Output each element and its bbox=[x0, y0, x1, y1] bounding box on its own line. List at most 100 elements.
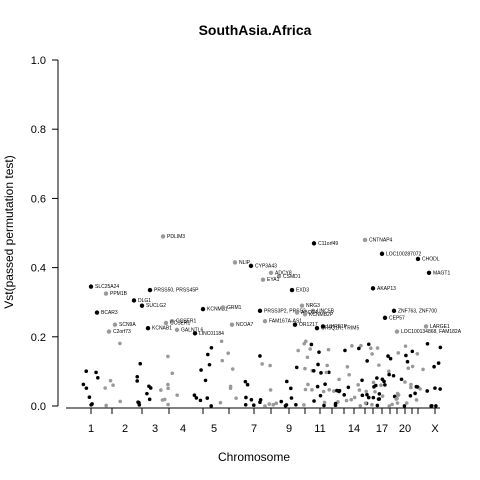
labeled-point bbox=[262, 319, 268, 324]
background-point bbox=[358, 403, 363, 408]
labeled-point bbox=[160, 234, 166, 239]
background-point bbox=[220, 358, 225, 363]
background-point bbox=[379, 383, 383, 387]
background-point bbox=[311, 368, 316, 373]
background-points bbox=[81, 339, 443, 408]
background-point bbox=[387, 372, 391, 377]
gene-label: ABCC4 bbox=[301, 310, 318, 316]
labeled-point bbox=[382, 315, 388, 320]
background-point bbox=[399, 377, 404, 382]
background-point bbox=[294, 402, 298, 407]
background-point bbox=[289, 386, 293, 391]
background-point bbox=[409, 385, 413, 390]
background-point bbox=[209, 404, 214, 408]
background-point bbox=[103, 386, 107, 390]
background-point bbox=[410, 349, 415, 354]
gene-label: CSMD1 bbox=[283, 274, 301, 280]
labeled-point bbox=[391, 308, 397, 314]
x-tick-label: 9 bbox=[286, 423, 292, 435]
background-point bbox=[438, 345, 443, 350]
background-point bbox=[166, 354, 170, 359]
background-point bbox=[135, 374, 140, 379]
labeled-point bbox=[362, 237, 368, 243]
x-tick-label: 2 bbox=[122, 423, 128, 435]
labeled-point bbox=[320, 324, 326, 329]
background-point bbox=[108, 378, 113, 383]
gene-label: DLG1 bbox=[138, 298, 151, 304]
gene-label: AKAP13 bbox=[377, 286, 396, 292]
gene-label: OR1217 bbox=[299, 322, 318, 328]
background-point bbox=[118, 341, 122, 346]
labeled-point bbox=[289, 287, 295, 293]
background-point bbox=[359, 343, 363, 348]
background-point bbox=[432, 364, 436, 369]
labeled-point bbox=[147, 287, 153, 293]
background-point bbox=[284, 379, 289, 384]
labeled-point bbox=[163, 320, 169, 326]
background-point bbox=[395, 396, 399, 401]
background-point bbox=[388, 356, 393, 361]
gene-label: NLIP bbox=[239, 260, 251, 266]
background-point bbox=[274, 401, 279, 406]
background-point bbox=[342, 393, 346, 397]
background-point bbox=[89, 403, 93, 407]
labeled-point bbox=[139, 303, 145, 308]
background-point bbox=[414, 398, 419, 402]
labeled-point bbox=[145, 325, 151, 331]
background-point bbox=[408, 393, 413, 398]
gene-label: PRSS3P2, PRSS2 bbox=[264, 308, 306, 314]
background-point bbox=[166, 382, 170, 387]
labeled-point bbox=[415, 256, 421, 262]
x-tick-label: 14 bbox=[348, 423, 360, 435]
background-point bbox=[303, 387, 308, 392]
labeled-point bbox=[423, 324, 429, 329]
background-point bbox=[360, 393, 365, 398]
gene-label: GRM1 bbox=[227, 305, 242, 311]
background-point bbox=[331, 389, 336, 393]
labeled-point bbox=[229, 322, 235, 327]
background-point bbox=[433, 386, 437, 390]
background-point bbox=[414, 384, 419, 389]
background-point bbox=[260, 362, 264, 366]
labeled-point bbox=[131, 298, 137, 303]
background-point bbox=[312, 399, 316, 403]
labeled-point bbox=[220, 305, 226, 310]
x-tick-label: 7 bbox=[251, 423, 257, 435]
labeled-point bbox=[248, 263, 254, 269]
background-point bbox=[166, 402, 170, 407]
background-point bbox=[159, 388, 163, 392]
background-point bbox=[350, 344, 354, 348]
background-point bbox=[375, 376, 379, 380]
gene-label: UNC5B bbox=[317, 308, 335, 314]
background-point bbox=[327, 370, 331, 375]
background-point bbox=[370, 402, 374, 407]
x-tick-label: 5 bbox=[211, 423, 217, 435]
y-tick-label: 0.8 bbox=[31, 124, 46, 136]
background-point bbox=[251, 403, 256, 407]
labeled-point bbox=[294, 310, 300, 315]
background-point bbox=[104, 403, 108, 408]
gene-label: PPM1B bbox=[110, 291, 128, 297]
gene-label: ADCY8 bbox=[275, 270, 292, 276]
labeled-point bbox=[426, 270, 432, 275]
background-point bbox=[135, 379, 139, 383]
labeled-point bbox=[174, 327, 180, 333]
labeled-point bbox=[299, 303, 305, 308]
background-point bbox=[294, 365, 299, 370]
gene-label: C2orf73 bbox=[113, 329, 131, 335]
labeled-point bbox=[112, 322, 118, 327]
labeled-point bbox=[379, 251, 385, 256]
background-point bbox=[357, 388, 362, 392]
background-point bbox=[315, 384, 320, 389]
background-point bbox=[337, 389, 341, 394]
gene-label: PRSS50, PRSS45P bbox=[154, 288, 199, 294]
background-point bbox=[316, 362, 320, 367]
labeled-point bbox=[88, 284, 94, 289]
background-point bbox=[402, 404, 407, 408]
background-point bbox=[243, 379, 248, 384]
background-point bbox=[203, 378, 208, 383]
background-point bbox=[375, 346, 380, 350]
labeled-point bbox=[292, 322, 298, 327]
